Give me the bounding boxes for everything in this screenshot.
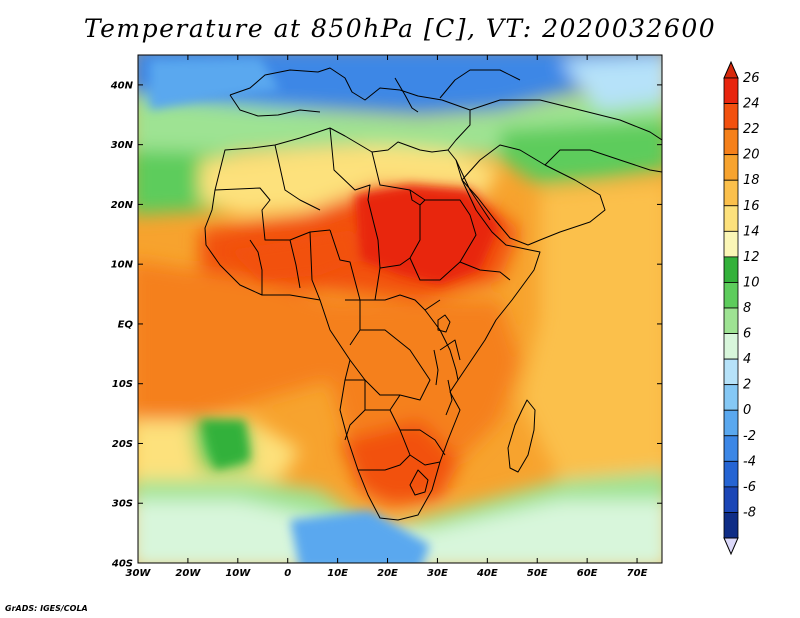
axis-labels: 30W 20W 10W 0 10E 20E 30E 40E 50E 60E 70E 40N 30N 20N… <box>110 80 648 579</box>
map-frame <box>137 54 663 564</box>
lon-tick-label: 20W <box>175 568 201 579</box>
colorbar-label: 18 <box>743 173 760 188</box>
colorbar-swatch <box>723 77 739 104</box>
colorbar-swatch <box>723 384 739 411</box>
lon-tick-label: 10W <box>225 568 251 579</box>
colorbar-swatch <box>723 179 739 207</box>
colorbar-label: 6 <box>743 327 751 342</box>
colorbar-label: -6 <box>743 480 756 495</box>
colorbar-swatch <box>723 333 739 360</box>
colorbar-swatch <box>723 307 739 334</box>
colorbar-label: 20 <box>743 148 760 163</box>
colorbar-label: -4 <box>743 454 756 469</box>
colorbar-swatch <box>723 435 739 462</box>
colorbar-swatch <box>723 128 739 156</box>
colorbar-swatch <box>723 358 739 386</box>
lat-tick-label: EQ <box>118 319 134 330</box>
colorbar-swatch <box>723 230 739 258</box>
lat-tick-label: 30N <box>111 140 134 151</box>
colorbar-label: 24 <box>743 97 760 112</box>
lon-tick-label: 50E <box>527 568 548 579</box>
lon-tick-label: 70E <box>627 568 648 579</box>
coastline-and-borders <box>204 67 662 521</box>
lat-tick-label: 10N <box>111 260 134 271</box>
colorbar-label: 14 <box>743 224 760 239</box>
lat-tick-label: 20S <box>112 439 133 450</box>
lon-tick-label: 0 <box>284 568 291 579</box>
colorbar-label: 2 <box>743 378 751 393</box>
temperature-field <box>138 55 662 563</box>
colorbar-label: 8 <box>743 301 751 316</box>
colorbar-label: 12 <box>743 250 760 265</box>
lat-tick-label: 20N <box>111 200 134 211</box>
lon-tick-label: 60E <box>577 568 598 579</box>
colorbar-swatch <box>723 154 739 181</box>
grads-credit: GrADS: IGES/COLA <box>5 604 88 613</box>
colorbar-swatch <box>723 282 739 309</box>
colorbar-label: -2 <box>743 429 756 444</box>
colorbar-swatch <box>723 256 739 283</box>
colorbar-label: 10 <box>743 275 760 290</box>
lon-tick-label: 40E <box>476 568 498 579</box>
colorbar-swatch <box>723 486 739 513</box>
lat-tick-label: 10S <box>112 379 133 390</box>
map-title: Temperature at 850hPa [C], VT: 202003260… <box>83 14 717 43</box>
colorbar-label: 4 <box>743 352 751 367</box>
lon-tick-label: 10E <box>327 568 348 579</box>
colorbar-swatch <box>723 512 739 539</box>
lon-tick-label: 20E <box>377 568 398 579</box>
colorbar-label: 0 <box>743 403 751 418</box>
colorbar-label: 22 <box>743 122 760 137</box>
lon-tick-label: 30E <box>427 568 448 579</box>
colorbar-label: 16 <box>743 199 760 214</box>
colorbar-swatch <box>723 205 739 232</box>
colorbar-label: -8 <box>743 505 756 520</box>
colorbar-bottom-triangle <box>723 537 739 556</box>
axis-ticks <box>137 55 662 564</box>
lat-tick-label: 40S <box>111 559 133 570</box>
lon-tick-label: 30W <box>126 568 152 579</box>
lat-tick-label: 40N <box>110 80 134 91</box>
colorbar-swatch <box>723 409 739 437</box>
colorbar-top-triangle <box>723 60 739 79</box>
colorbar-swatch <box>723 460 739 488</box>
colorbar-label: 26 <box>743 71 760 86</box>
colorbar-swatch <box>723 103 739 130</box>
lat-tick-label: 30S <box>112 499 133 510</box>
